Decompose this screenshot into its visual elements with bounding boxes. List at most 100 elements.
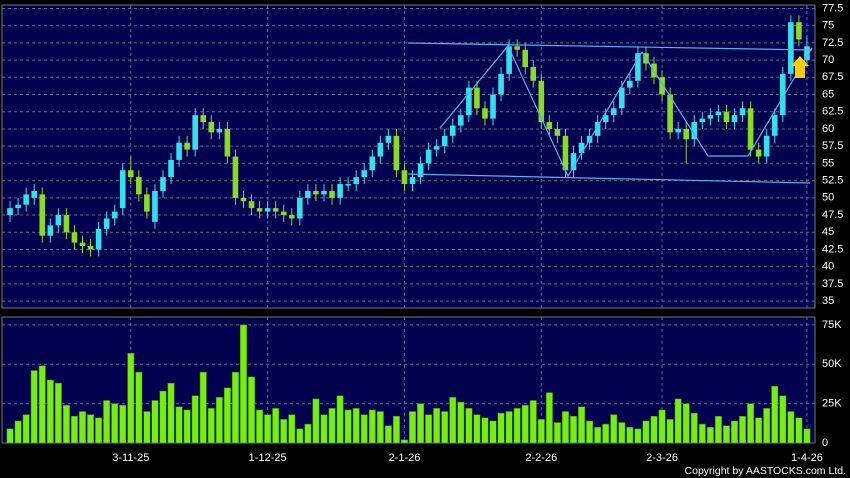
- candle-body: [7, 208, 13, 216]
- candle-body: [111, 211, 118, 219]
- volume-bar: [755, 417, 763, 444]
- candle-body: [699, 118, 706, 123]
- zigzag: [439, 44, 813, 178]
- volume-bar: [795, 417, 803, 444]
- y-tick-label: 77.5: [822, 2, 843, 14]
- x-tick-label: 3-11-25: [112, 452, 149, 464]
- candle-body: [136, 177, 142, 195]
- candle-body: [562, 135, 569, 171]
- candle-body: [337, 184, 343, 198]
- y-tick-label: 47.5: [822, 209, 843, 221]
- y-tick-label: 75K: [822, 319, 842, 331]
- candle-body: [490, 94, 496, 119]
- volume-bar: [545, 392, 553, 444]
- copyright: Copyright by AASTOCKS.com Ltd.: [685, 465, 846, 477]
- y-tick-label: 0: [822, 437, 828, 449]
- volume-bar: [296, 428, 304, 444]
- candle-body: [707, 115, 714, 119]
- candle-body: [361, 170, 368, 178]
- candle-body: [256, 208, 263, 212]
- volume-bar: [223, 387, 231, 444]
- candle-body: [23, 194, 29, 205]
- candle-body: [127, 170, 134, 178]
- candle-body: [401, 170, 408, 185]
- candle-body: [79, 242, 86, 247]
- volume-bar: [473, 414, 481, 444]
- candle-body: [216, 128, 223, 133]
- y-tick-label: 45: [822, 226, 834, 238]
- volume-bar: [22, 414, 30, 444]
- candle-body: [87, 246, 94, 250]
- candle-body: [297, 197, 303, 219]
- x-tick-label: 1-12-25: [249, 452, 287, 464]
- volume-bar: [723, 425, 730, 444]
- volume-bar: [79, 411, 86, 444]
- candle-body: [804, 46, 810, 61]
- y-tick-label: 62.5: [822, 106, 843, 118]
- volume-bar: [256, 409, 264, 444]
- volume-bar: [489, 420, 497, 444]
- y-tick-label: 40: [822, 261, 834, 273]
- volume-bar: [706, 427, 714, 444]
- volume-bar: [457, 401, 465, 444]
- candle-body: [280, 211, 287, 216]
- y-tick-label: 50: [822, 192, 834, 204]
- volume-bar: [352, 408, 360, 444]
- volume-bar: [714, 415, 722, 444]
- candle-body: [393, 135, 400, 171]
- candle-body: [321, 190, 327, 195]
- candle-body: [103, 218, 110, 229]
- y-tick-label: 35: [822, 295, 834, 307]
- volume-bar: [610, 414, 618, 444]
- candle-body: [353, 177, 359, 185]
- volume-bar: [803, 428, 811, 444]
- volume-bar: [747, 403, 755, 444]
- y-tick-label: 37.5: [822, 278, 843, 290]
- volume-bar: [151, 400, 159, 444]
- candle-body: [208, 122, 215, 133]
- volume-bar: [570, 415, 577, 444]
- y-tick-label: 55: [822, 157, 834, 169]
- volume-bar: [207, 408, 215, 444]
- volume-bar: [562, 411, 569, 444]
- volume-bar: [771, 386, 779, 444]
- volume-bar: [175, 406, 183, 444]
- candle-body: [788, 22, 794, 74]
- volume-bar: [14, 420, 22, 444]
- volume-bar: [401, 439, 408, 444]
- volume-bar: [95, 417, 103, 444]
- candle-body: [369, 156, 376, 171]
- volume-bar: [38, 365, 46, 444]
- volume-bar: [465, 408, 473, 444]
- candle-body: [47, 225, 54, 236]
- volume-bar: [618, 422, 626, 444]
- candle-body: [288, 215, 295, 219]
- candle-body: [15, 204, 21, 209]
- volume-bar: [497, 412, 505, 444]
- candle-body: [192, 115, 198, 150]
- volume-bar: [62, 404, 70, 444]
- candle-body: [538, 80, 545, 123]
- volume-bar: [505, 411, 513, 444]
- candle-body: [739, 108, 746, 116]
- volume-bar: [280, 419, 288, 444]
- volume-bar: [111, 403, 119, 444]
- candle-body: [55, 215, 62, 226]
- volume-bar: [682, 403, 690, 444]
- volume-bar: [328, 408, 336, 444]
- candle-body: [31, 190, 37, 198]
- candle-body: [619, 87, 625, 109]
- candle-body: [248, 201, 255, 209]
- volume-bar: [272, 408, 280, 444]
- candle-body: [240, 197, 247, 202]
- volume-bar: [634, 428, 642, 444]
- volume-bar: [6, 428, 14, 444]
- candle-body: [449, 125, 456, 136]
- volume-bar: [127, 352, 135, 444]
- y-tick-label: 70: [822, 54, 834, 66]
- x-tick-label: 2-3-26: [646, 452, 678, 464]
- candle-body: [594, 122, 601, 136]
- volume-bar: [731, 420, 738, 444]
- candle-body: [385, 135, 392, 143]
